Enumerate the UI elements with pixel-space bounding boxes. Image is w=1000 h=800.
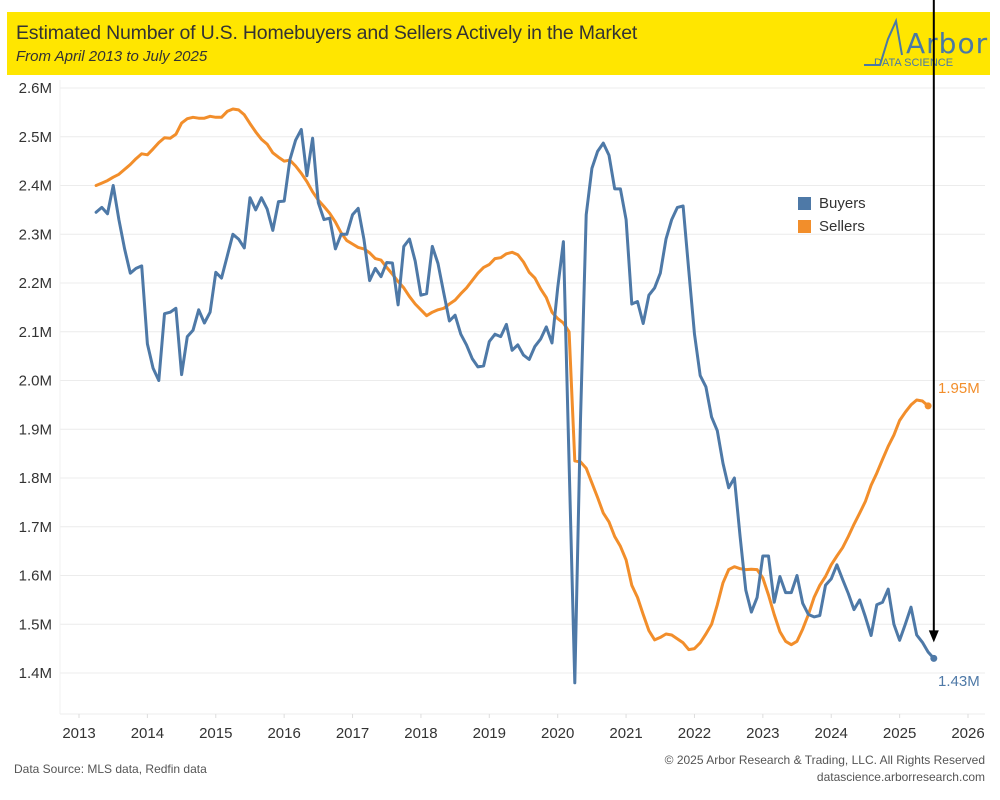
y-tick-label: 2.6M (19, 80, 52, 97)
x-tick-label: 2013 (62, 725, 95, 742)
website-link[interactable]: datascience.arborresearch.com (816, 770, 985, 784)
x-tick-label: 2019 (473, 725, 506, 742)
y-tick-label: 1.8M (19, 470, 52, 487)
y-tick-label: 2.1M (19, 324, 52, 341)
x-axis-ticks: 2013 2014 2015 2016 2017 2018 2019 2020 2021 2022… (62, 714, 985, 742)
legend-item-buyers[interactable]: Buyers (798, 192, 866, 215)
x-tick-label: 2023 (746, 725, 779, 742)
sellers-end-label: 1.95M (938, 380, 980, 397)
x-tick-label: 2014 (131, 725, 164, 742)
y-axis-ticks: 1.4M 1.5M 1.6M 1.7M 1.8M 1.9M 2.0M 2.1M 2.2M 2.3M… (19, 80, 52, 682)
logo-wordmark: Arbor (906, 27, 989, 60)
series-lines (94, 107, 938, 685)
x-tick-label: 2022 (678, 725, 711, 742)
legend-swatch-buyers (798, 197, 811, 210)
chart-title: Estimated Number of U.S. Homebuyers and … (16, 22, 638, 44)
y-tick-label: 1.6M (19, 568, 52, 585)
x-tick-label: 2020 (541, 725, 574, 742)
copyright: © 2025 Arbor Research & Trading, LLC. Al… (664, 753, 985, 767)
series-line-sellers (94, 107, 930, 652)
annotation-arrow (928, 0, 939, 643)
arrow-head-down-icon (928, 630, 939, 643)
y-tick-label: 1.5M (19, 616, 52, 633)
x-tick-label: 2025 (883, 725, 916, 742)
legend-swatch-sellers (798, 220, 811, 233)
buyers-end-label: 1.43M (938, 673, 980, 690)
y-tick-label: 2.4M (19, 178, 52, 195)
y-tick-label: 1.7M (19, 519, 52, 536)
legend-label-buyers: Buyers (819, 195, 866, 212)
x-tick-label: 2018 (404, 725, 437, 742)
x-tick-label: 2015 (199, 725, 232, 742)
series-line-buyers (94, 127, 936, 685)
y-tick-label: 1.4M (19, 665, 52, 682)
y-tick-label: 2.5M (19, 129, 52, 146)
legend: Buyers Sellers (798, 192, 866, 238)
y-tick-label: 1.9M (19, 421, 52, 438)
legend-label-sellers: Sellers (819, 218, 865, 235)
logo-mark-icon (864, 17, 903, 66)
x-tick-label: 2016 (267, 725, 300, 742)
x-tick-label: 2026 (951, 725, 984, 742)
data-source: Data Source: MLS data, Redfin data (14, 762, 207, 776)
gridlines (59, 80, 985, 715)
x-tick-label: 2017 (336, 725, 369, 742)
end-point-buyers (930, 654, 938, 662)
x-tick-label: 2021 (609, 725, 642, 742)
legend-item-sellers[interactable]: Sellers (798, 215, 866, 238)
y-tick-label: 2.2M (19, 275, 52, 292)
y-tick-label: 2.3M (19, 226, 52, 243)
y-tick-label: 2.0M (19, 373, 52, 390)
end-point-sellers (924, 402, 932, 410)
chart-subtitle: From April 2013 to July 2025 (16, 48, 208, 65)
x-tick-label: 2024 (815, 725, 848, 742)
